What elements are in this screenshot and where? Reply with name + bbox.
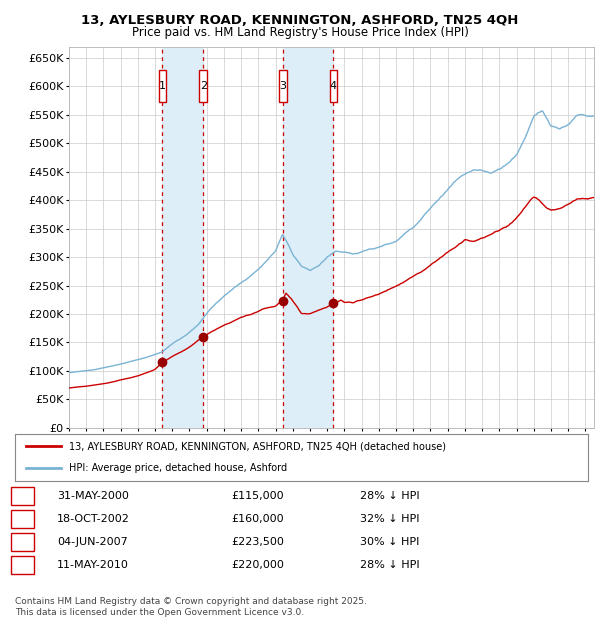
- FancyBboxPatch shape: [199, 71, 207, 102]
- Text: Price paid vs. HM Land Registry's House Price Index (HPI): Price paid vs. HM Land Registry's House …: [131, 26, 469, 39]
- Text: 3: 3: [19, 537, 26, 547]
- Text: 30% ↓ HPI: 30% ↓ HPI: [360, 537, 419, 547]
- Text: 13, AYLESBURY ROAD, KENNINGTON, ASHFORD, TN25 4QH (detached house): 13, AYLESBURY ROAD, KENNINGTON, ASHFORD,…: [70, 441, 446, 451]
- Text: 32% ↓ HPI: 32% ↓ HPI: [360, 514, 419, 524]
- Text: 13, AYLESBURY ROAD, KENNINGTON, ASHFORD, TN25 4QH: 13, AYLESBURY ROAD, KENNINGTON, ASHFORD,…: [82, 14, 518, 27]
- Text: 1: 1: [19, 491, 26, 501]
- Text: 11-MAY-2010: 11-MAY-2010: [57, 560, 129, 570]
- Text: £220,000: £220,000: [231, 560, 284, 570]
- FancyBboxPatch shape: [158, 71, 166, 102]
- Text: 18-OCT-2002: 18-OCT-2002: [57, 514, 130, 524]
- Text: £223,500: £223,500: [231, 537, 284, 547]
- Text: 31-MAY-2000: 31-MAY-2000: [57, 491, 129, 501]
- FancyBboxPatch shape: [279, 71, 287, 102]
- Text: 2: 2: [200, 81, 207, 91]
- Text: HPI: Average price, detached house, Ashford: HPI: Average price, detached house, Ashf…: [70, 463, 287, 474]
- Text: 3: 3: [279, 81, 286, 91]
- Text: £115,000: £115,000: [231, 491, 284, 501]
- Text: 04-JUN-2007: 04-JUN-2007: [57, 537, 128, 547]
- FancyBboxPatch shape: [329, 71, 337, 102]
- Bar: [283, 46, 334, 428]
- Text: 28% ↓ HPI: 28% ↓ HPI: [360, 560, 419, 570]
- Text: 1: 1: [159, 81, 166, 91]
- Text: 4: 4: [330, 81, 337, 91]
- Text: £160,000: £160,000: [231, 514, 284, 524]
- Text: Contains HM Land Registry data © Crown copyright and database right 2025.
This d: Contains HM Land Registry data © Crown c…: [15, 598, 367, 617]
- Bar: [162, 46, 203, 428]
- Text: 28% ↓ HPI: 28% ↓ HPI: [360, 491, 419, 501]
- Text: 2: 2: [19, 514, 26, 524]
- Text: 4: 4: [19, 560, 26, 570]
